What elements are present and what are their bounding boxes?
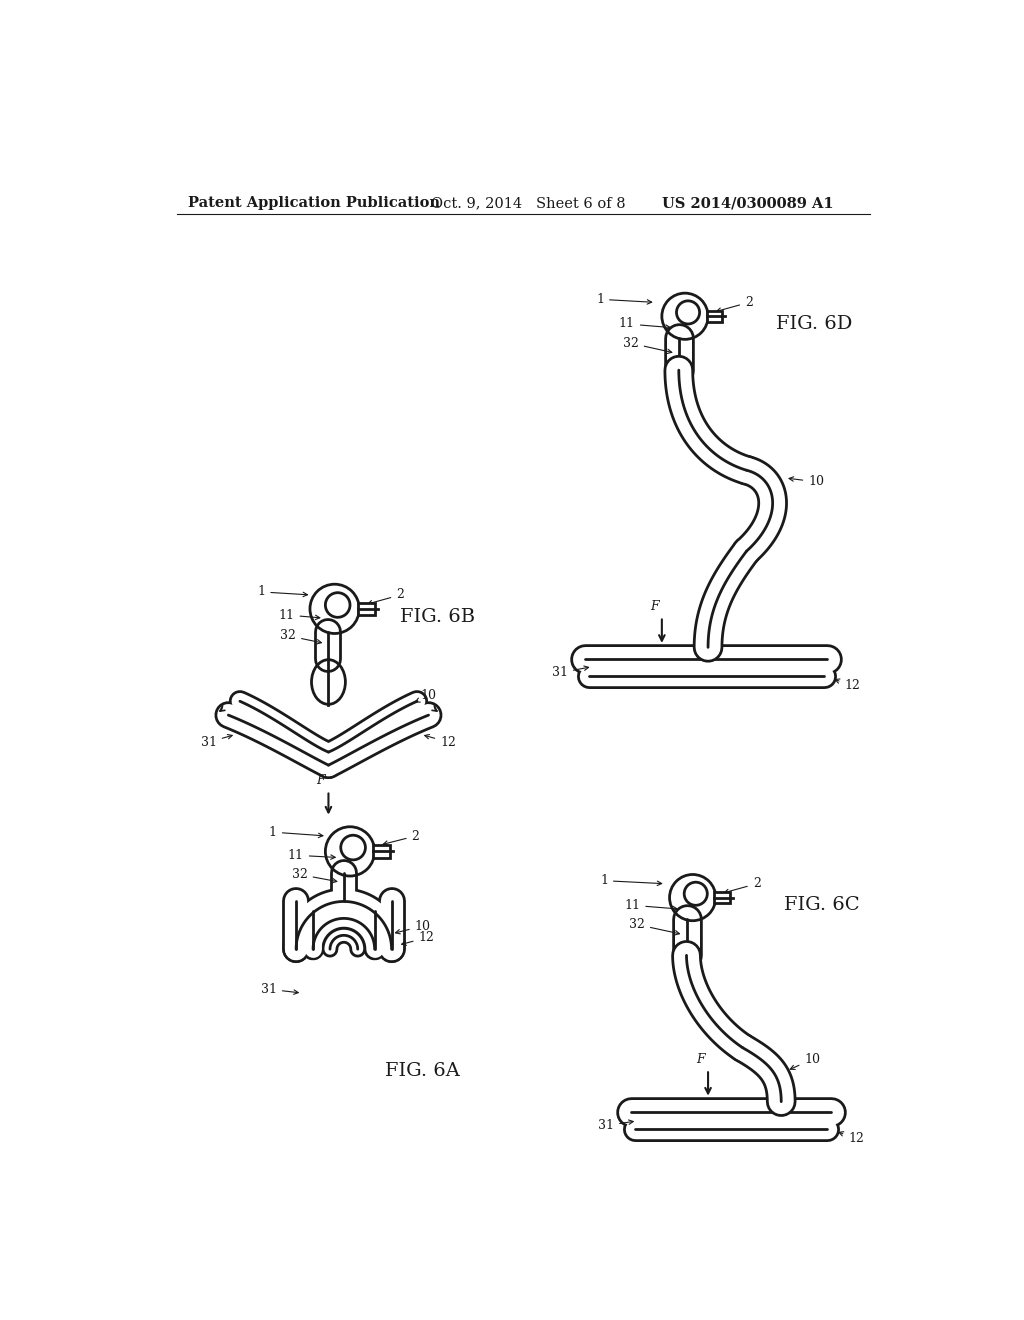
Text: 12: 12	[425, 734, 456, 748]
Text: 32: 32	[623, 337, 672, 354]
Text: 31: 31	[598, 1119, 633, 1133]
Text: 32: 32	[629, 917, 680, 935]
Text: 12: 12	[835, 678, 860, 693]
Text: FIG. 6A: FIG. 6A	[385, 1061, 460, 1080]
Text: 12: 12	[401, 931, 434, 945]
Text: 10: 10	[415, 689, 437, 702]
Text: 31: 31	[552, 667, 589, 680]
Text: 11: 11	[618, 317, 670, 330]
Text: 32: 32	[281, 630, 322, 644]
Text: 32: 32	[292, 869, 337, 883]
Text: 12: 12	[839, 1131, 864, 1146]
Text: US 2014/0300089 A1: US 2014/0300089 A1	[662, 197, 834, 210]
Text: 11: 11	[288, 849, 335, 862]
Text: 11: 11	[625, 899, 677, 912]
Text: 10: 10	[791, 1053, 820, 1069]
Text: 2: 2	[724, 878, 761, 894]
Text: 2: 2	[717, 296, 753, 313]
Text: FIG. 6B: FIG. 6B	[400, 607, 475, 626]
Text: 1: 1	[596, 293, 651, 306]
Text: 31: 31	[201, 734, 232, 748]
Text: 31: 31	[261, 982, 298, 995]
Text: 1: 1	[257, 585, 307, 598]
Text: 11: 11	[279, 609, 319, 622]
Text: 2: 2	[383, 829, 420, 845]
Text: 1: 1	[269, 825, 323, 838]
Bar	[357, 603, 375, 615]
Text: F: F	[316, 775, 325, 788]
Text: Patent Application Publication: Patent Application Publication	[188, 197, 440, 210]
Text: Oct. 9, 2014   Sheet 6 of 8: Oct. 9, 2014 Sheet 6 of 8	[431, 197, 626, 210]
Text: 2: 2	[368, 589, 404, 605]
Bar	[714, 892, 730, 903]
Text: 10: 10	[395, 920, 431, 935]
Text: F: F	[650, 601, 658, 614]
Bar	[707, 312, 722, 322]
Bar	[373, 845, 390, 858]
Text: FIG. 6C: FIG. 6C	[783, 896, 859, 915]
Text: 10: 10	[790, 475, 824, 488]
Text: F: F	[696, 1053, 705, 1067]
Text: FIG. 6D: FIG. 6D	[776, 315, 852, 333]
Text: 1: 1	[600, 874, 662, 887]
